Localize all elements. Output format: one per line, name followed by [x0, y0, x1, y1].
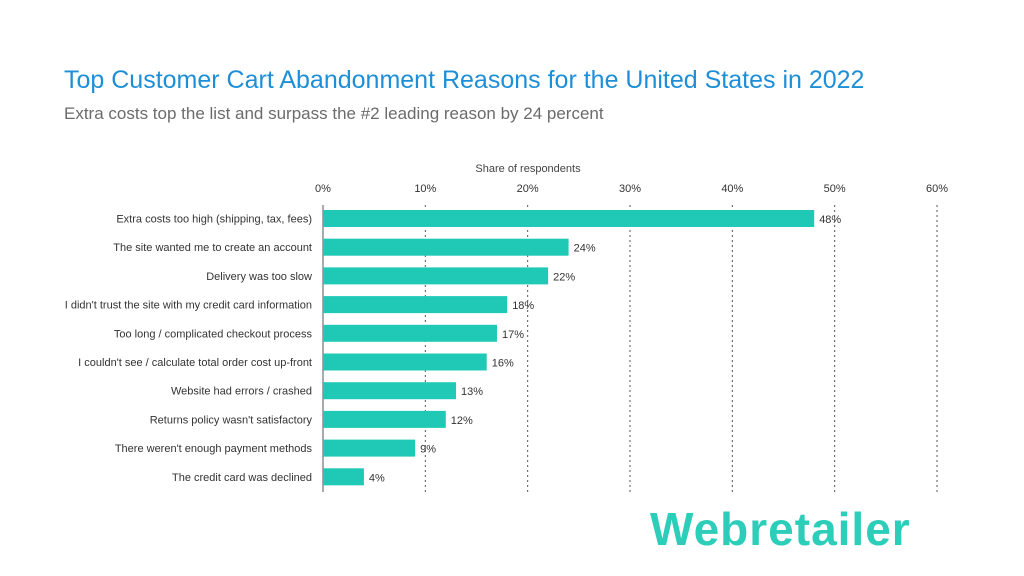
bar-chart: Share of respondents 0% 10% 20% 30% 40% 50% 60…	[65, 163, 948, 492]
data-label: 18%	[512, 300, 534, 312]
data-label: 24%	[574, 243, 596, 255]
bar	[323, 439, 416, 457]
x-tick-label: 30%	[619, 183, 641, 195]
chart-title: Top Customer Cart Abandonment Reasons fo…	[64, 66, 865, 94]
bar	[323, 238, 569, 256]
bar	[323, 210, 815, 227]
category-label: Website had errors / crashed	[171, 386, 312, 398]
bar	[323, 382, 457, 400]
category-label: I couldn't see / calculate total order c…	[78, 357, 312, 369]
category-label: Extra costs too high (shipping, tax, fee…	[116, 214, 312, 226]
data-label: 17%	[502, 329, 524, 341]
category-label: Delivery was too slow	[206, 271, 312, 283]
x-tick-label: 0%	[315, 183, 331, 195]
x-tick-label: 10%	[414, 183, 436, 195]
data-label: 9%	[420, 444, 436, 456]
bar	[323, 353, 487, 371]
data-label: 16%	[492, 358, 514, 370]
bar	[323, 296, 508, 314]
x-tick-label: 20%	[517, 183, 539, 195]
bar	[323, 410, 446, 428]
data-label: 13%	[461, 386, 483, 398]
x-tick-label: 50%	[824, 183, 846, 195]
x-tick-label: 40%	[721, 183, 743, 195]
x-axis-label: Share of respondents	[475, 163, 581, 175]
bar	[323, 468, 364, 486]
data-label: 22%	[553, 271, 575, 283]
category-label: The site wanted me to create an account	[113, 242, 312, 254]
category-label: I didn't trust the site with my credit c…	[65, 300, 312, 312]
x-tick-label: 60%	[926, 183, 948, 195]
data-label: 4%	[369, 472, 385, 484]
category-label: Too long / complicated checkout process	[114, 328, 313, 340]
category-label: Returns policy wasn't satisfactory	[150, 414, 313, 426]
chart-subtitle: Extra costs top the list and surpass the…	[64, 104, 604, 123]
category-label: The credit card was declined	[172, 472, 312, 484]
data-label: 12%	[451, 415, 473, 427]
webretailer-logo: Webretailer	[650, 503, 911, 555]
bar	[323, 324, 497, 342]
category-label: There weren't enough payment methods	[115, 443, 313, 455]
bar	[323, 267, 549, 285]
data-label: 48%	[819, 214, 841, 226]
